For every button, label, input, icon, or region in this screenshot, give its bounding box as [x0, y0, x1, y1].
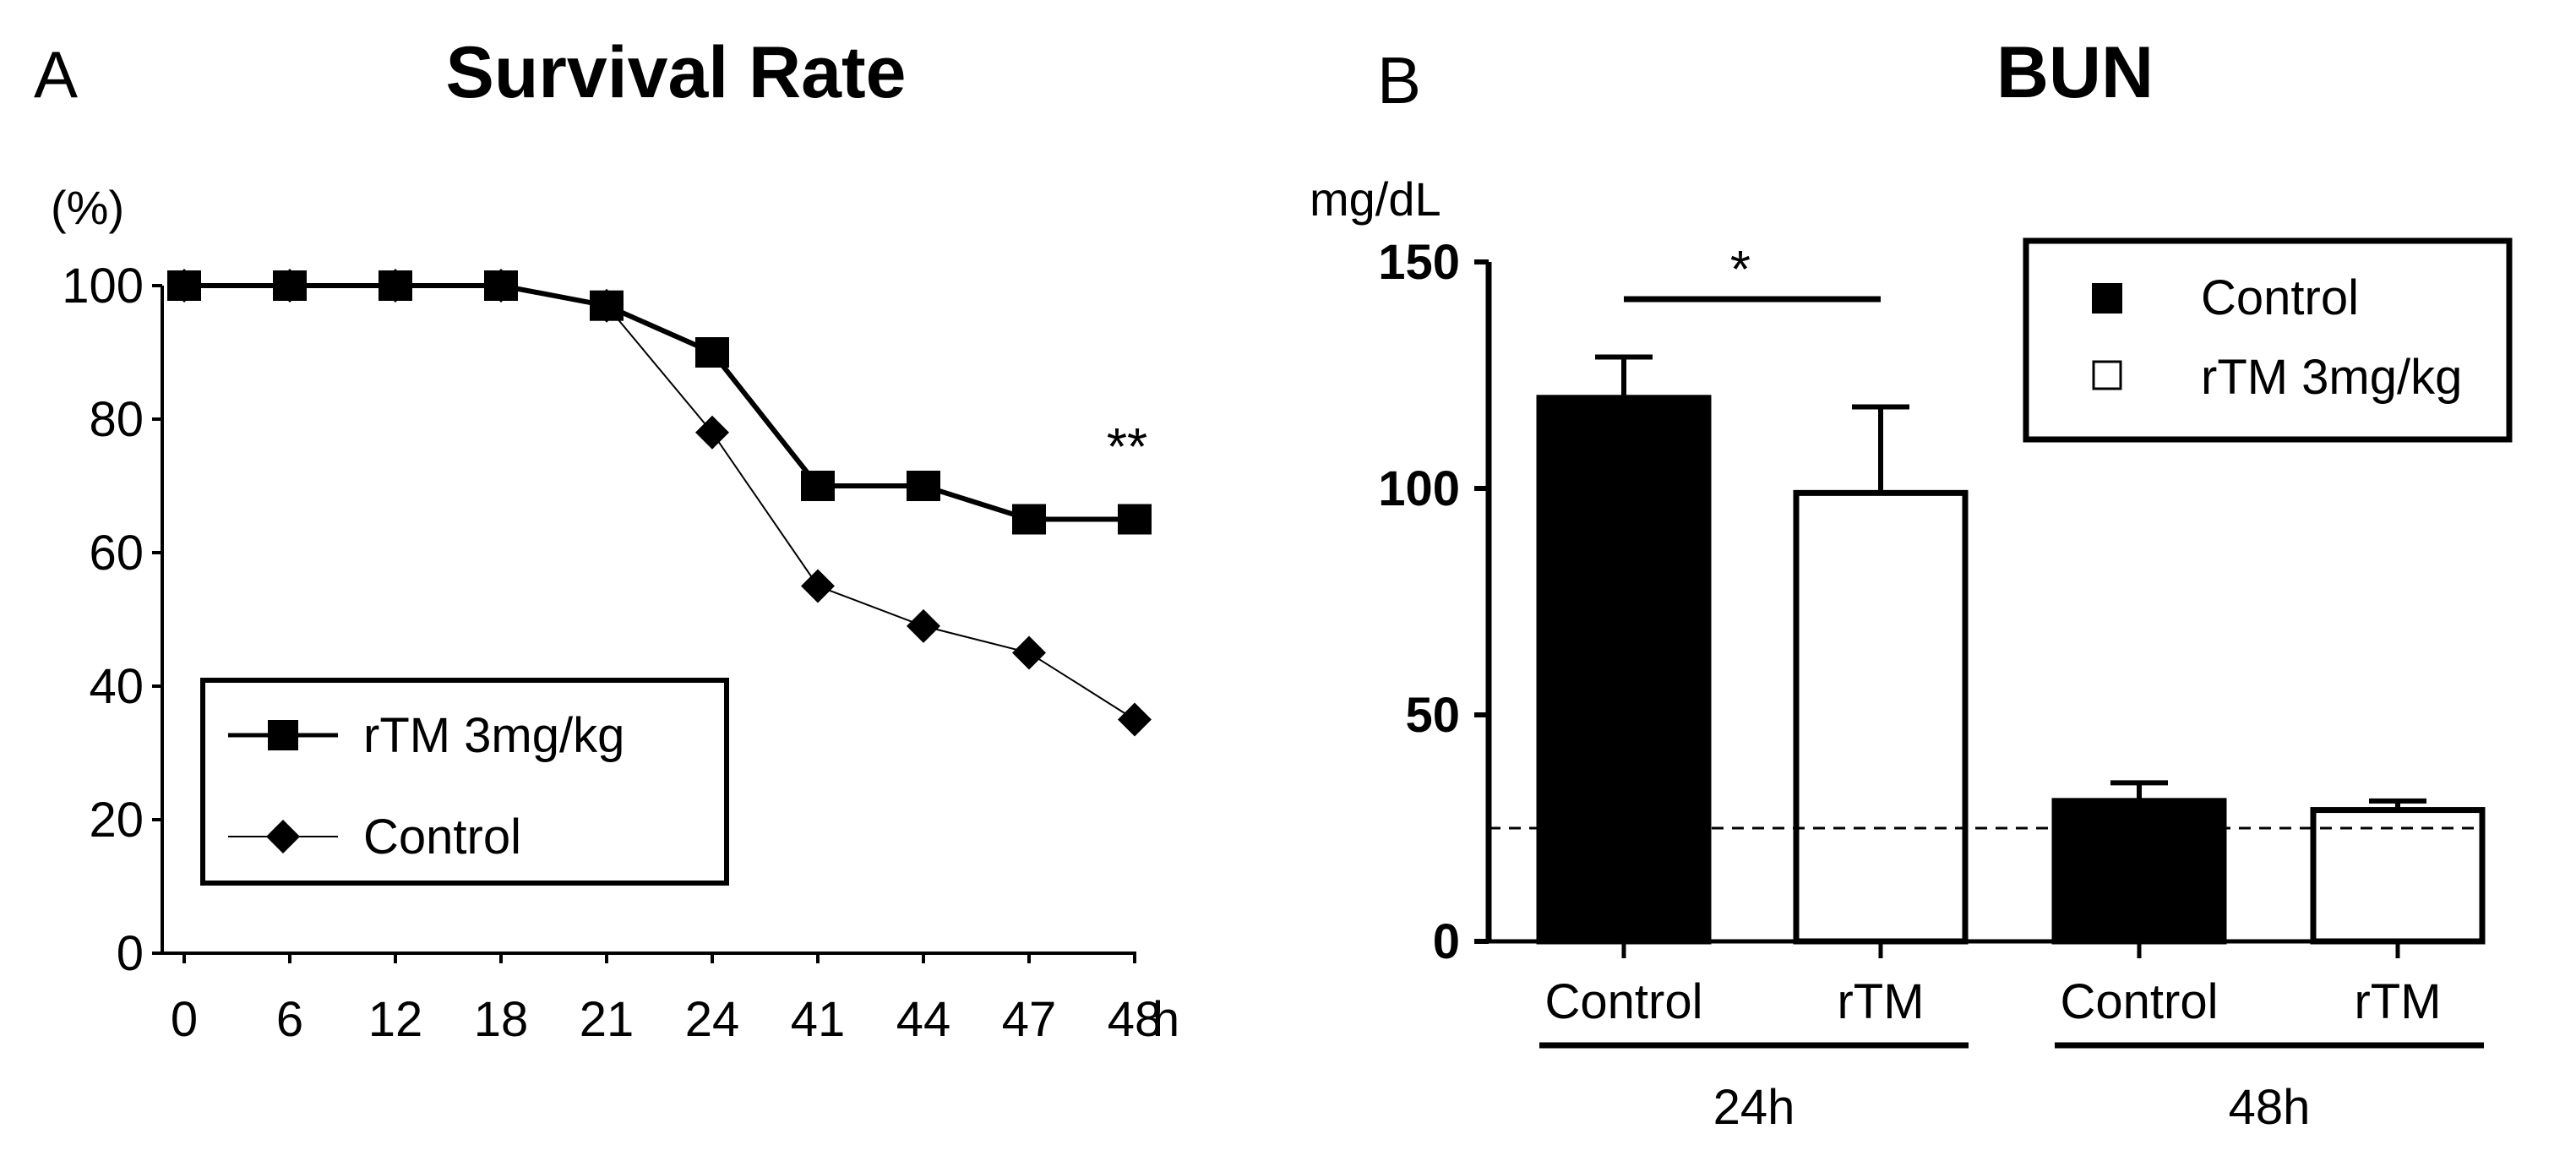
group-label-48h: 48h — [2229, 1080, 2311, 1135]
panel-a-y-tick-label: 80 — [89, 392, 144, 447]
panel-b-x-tick-label: Control — [1545, 974, 1703, 1029]
panel-b-x-tick-label: Control — [2061, 974, 2219, 1029]
panel-b-letter: B — [1377, 43, 1421, 117]
legend-b-label-control: Control — [2201, 270, 2359, 325]
panel-a-legend: rTM 3mg/kg Control — [200, 678, 729, 886]
panel-a-y-tick-label: 100 — [62, 259, 144, 314]
panel-b-x-labels: Control rTM Control rTM — [1545, 974, 2442, 1029]
panel-b-x-tick-label: rTM — [1837, 974, 1924, 1029]
point-rtm — [907, 471, 940, 501]
panel-b-bars — [1489, 354, 2486, 958]
panel-b-legend: Control rTM 3mg/kg — [2023, 237, 2513, 443]
point-control — [1012, 635, 1046, 670]
panel-b-ylabel: mg/dL — [1310, 172, 1441, 226]
point-control — [695, 415, 729, 450]
panel-a-axes — [161, 286, 1136, 955]
panel-a-x-tick-label: 48 — [1108, 992, 1163, 1047]
panel-b-y-tick-label: 0 — [1433, 914, 1460, 969]
point-control — [801, 569, 835, 603]
point-rtm — [484, 270, 518, 301]
panel-a-x-tick-label: 0 — [171, 992, 198, 1047]
panel-b-y-tick-label: 50 — [1405, 688, 1460, 743]
panel-a-y-tick-label: 20 — [89, 793, 144, 848]
panel-a-y-tick-label: 60 — [89, 526, 144, 581]
series-line-control — [184, 285, 1136, 721]
legend-label-rtm: rTM 3mg/kg — [363, 708, 624, 763]
bar-control — [1536, 395, 1712, 945]
legend-swatch-rtm — [2092, 360, 2122, 390]
panel-a-ylabel: (%) — [51, 181, 124, 234]
bar-control — [2051, 798, 2227, 945]
panel-a-y-ticks: 0 20 40 60 80 100 — [62, 259, 162, 981]
panel-a-x-ticks: 0 6 12 18 21 24 41 44 47 48 — [171, 953, 1162, 1047]
legend-b-label-rtm: rTM 3mg/kg — [2201, 350, 2462, 405]
group-label-24h: 24h — [1713, 1080, 1795, 1135]
panel-b-significance: * — [1624, 241, 1881, 303]
point-rtm — [1012, 504, 1046, 535]
panel-b-legend-box — [2023, 237, 2513, 443]
point-control — [907, 608, 940, 643]
point-rtm — [590, 290, 624, 321]
point-rtm — [801, 471, 835, 501]
point-rtm — [1118, 504, 1152, 535]
panel-a-x-tick-label: 6 — [276, 992, 303, 1047]
panel-b-y-tick-label: 150 — [1378, 235, 1460, 290]
panel-a-legend-box — [200, 678, 729, 886]
panel-b-groups: 24h 48h — [1539, 1042, 2484, 1135]
panel-b-y-ticks: 0 50 100 150 — [1378, 235, 1489, 969]
panel-b-y-tick-label: 100 — [1378, 461, 1460, 516]
panel-a-letter: A — [34, 37, 78, 112]
panel-a-x-tick-label: 12 — [368, 992, 423, 1047]
point-rtm — [695, 337, 729, 368]
panel-a-x-tick-label: 21 — [580, 992, 634, 1047]
point-rtm — [273, 270, 307, 301]
legend-marker-square — [268, 720, 298, 750]
panel-a-x-tick-label: 44 — [896, 992, 951, 1047]
panel-a-series — [167, 269, 1152, 737]
legend-swatch-control — [2092, 283, 2122, 314]
panel-a-title: Survival Rate — [446, 32, 907, 113]
bar-rtm — [2310, 807, 2486, 945]
panel-b-x-tick-label: rTM — [2354, 974, 2441, 1029]
point-rtm — [379, 270, 412, 301]
panel-a-y-tick-label: 40 — [89, 659, 144, 714]
panel-b-title: BUN — [1996, 32, 2154, 113]
panel-a-x-unit: h — [1152, 992, 1179, 1047]
legend-label-control: Control — [363, 810, 521, 864]
panel-a-y-tick-label: 0 — [117, 926, 144, 981]
panel-a-x-tick-label: 24 — [685, 992, 740, 1047]
series-line-rtm — [184, 283, 1135, 522]
point-control — [1118, 702, 1152, 737]
bar-rtm — [1793, 489, 1969, 945]
significance-star: * — [1730, 241, 1751, 299]
panel-a-x-tick-label: 47 — [1002, 992, 1057, 1047]
panel-a-annotation: ** — [1107, 418, 1147, 477]
panel-a-x-tick-label: 41 — [791, 992, 846, 1047]
point-rtm — [167, 270, 201, 301]
legend-marker-diamond — [266, 820, 300, 853]
panel-a-x-tick-label: 18 — [474, 992, 529, 1047]
